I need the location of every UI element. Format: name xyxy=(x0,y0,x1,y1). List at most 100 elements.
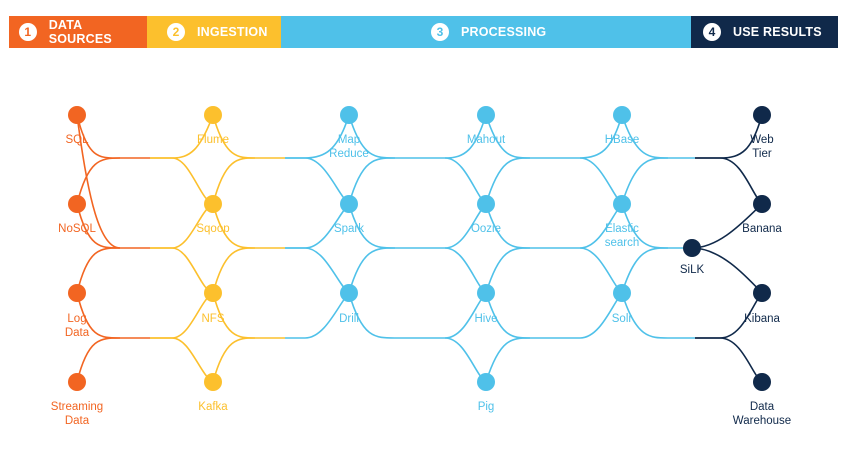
wire-ab-4 xyxy=(348,203,487,249)
wire-ab-7 xyxy=(348,292,487,339)
wire-stream-up xyxy=(76,337,121,383)
label-solr: Solr xyxy=(612,313,633,325)
phase-use-results: 4 USE RESULTS xyxy=(691,16,838,48)
node-map-reduce xyxy=(340,106,358,124)
label-kafka: Kafka xyxy=(198,401,228,413)
phase-number-3: 3 xyxy=(431,23,449,41)
node-layer: SQL NoSQL Log Data Streaming Data Flume … xyxy=(51,106,791,427)
node-pig xyxy=(477,373,495,391)
phase-number-4: 4 xyxy=(703,23,721,41)
label-kibana: Kibana xyxy=(744,313,780,325)
label-log-data-1: Log xyxy=(67,313,86,325)
label-elastic-search-1: Elastic xyxy=(605,223,639,235)
wire-bc-6 xyxy=(579,247,623,294)
node-elastic-search xyxy=(613,195,631,213)
phase-number-1: 1 xyxy=(19,23,37,41)
label-oozie: Oozie xyxy=(471,223,501,235)
wire-in-sqoop xyxy=(150,247,214,294)
wire-log-up xyxy=(76,247,121,294)
label-pig: Pig xyxy=(478,401,495,413)
label-drill: Drill xyxy=(339,313,359,325)
phase-label-ingestion: INGESTION xyxy=(197,25,268,39)
wire-bc-7 xyxy=(485,292,623,339)
node-kafka xyxy=(204,373,222,391)
label-map-reduce-1: Map xyxy=(338,134,360,146)
wire-ab-2 xyxy=(348,157,396,205)
wire-nfs-out-up xyxy=(212,247,256,294)
wire-bc-4 xyxy=(485,203,623,249)
phase-number-2: 2 xyxy=(167,23,185,41)
wire-res-6 xyxy=(695,337,763,383)
label-nosql: NoSQL xyxy=(58,223,96,235)
wire-a-in-4 xyxy=(285,247,350,294)
label-web-tier-1: Web xyxy=(750,134,773,146)
label-nfs: NFS xyxy=(202,313,225,325)
wire-cd-2 xyxy=(621,157,669,205)
wire-bc-3 xyxy=(579,157,623,205)
node-kibana xyxy=(753,284,771,302)
label-hive: Hive xyxy=(474,313,497,325)
phase-label-use-results: USE RESULTS xyxy=(733,25,822,39)
wire-cd-5 xyxy=(621,292,695,339)
connection-wires xyxy=(76,114,763,383)
label-silk: SiLK xyxy=(680,264,705,276)
node-hbase xyxy=(613,106,631,124)
wire-bc-1 xyxy=(485,114,623,159)
label-log-data-2: Data xyxy=(65,327,90,339)
phase-banner: 1 DATA SOURCES 2 INGESTION 3 PROCESSING … xyxy=(9,16,838,48)
node-flume xyxy=(204,106,222,124)
phase-data-sources: 1 DATA SOURCES xyxy=(9,16,147,48)
node-drill xyxy=(340,284,358,302)
node-nosql xyxy=(68,195,86,213)
phase-label-data-sources: DATA SOURCES xyxy=(48,18,112,46)
wire-bc-5 xyxy=(485,247,531,294)
node-log-data xyxy=(68,284,86,302)
label-data-warehouse-2: Warehouse xyxy=(733,415,791,427)
wire-flume-down xyxy=(150,157,214,205)
wire-ab-6 xyxy=(444,247,487,294)
node-streaming-data xyxy=(68,373,86,391)
label-streaming-data-2: Data xyxy=(65,415,90,427)
wire-ab-1 xyxy=(348,114,487,159)
node-hive xyxy=(477,284,495,302)
label-flume: Flume xyxy=(197,134,229,146)
label-elastic-search-2: search xyxy=(605,237,640,249)
phase-processing: 3 PROCESSING xyxy=(281,16,691,48)
label-mahout: Mahout xyxy=(467,134,506,146)
node-sql xyxy=(68,106,86,124)
wire-res-2 xyxy=(695,157,763,205)
wire-bc-2 xyxy=(485,157,531,205)
phase-label-processing: PROCESSING xyxy=(461,25,547,39)
node-spark xyxy=(340,195,358,213)
wire-nosql-up xyxy=(76,157,121,205)
wire-in-kafka xyxy=(150,337,214,383)
node-solr xyxy=(613,284,631,302)
label-web-tier-2: Tier xyxy=(752,148,772,160)
node-data-warehouse xyxy=(753,373,771,391)
label-banana: Banana xyxy=(742,223,782,235)
label-sql: SQL xyxy=(65,134,89,146)
phase-ingestion: 2 INGESTION xyxy=(147,16,281,48)
wire-cd-4 xyxy=(621,247,669,294)
label-hbase: HBase xyxy=(605,134,640,146)
wire-ab-5 xyxy=(348,247,396,294)
node-banana xyxy=(753,195,771,213)
label-spark: Spark xyxy=(334,223,364,235)
node-web-tier xyxy=(753,106,771,124)
node-oozie xyxy=(477,195,495,213)
label-sqoop: Sqoop xyxy=(196,223,229,235)
label-streaming-data-1: Streaming xyxy=(51,401,103,413)
wire-ab-8 xyxy=(444,337,487,383)
node-sqoop xyxy=(204,195,222,213)
wire-sqoop-out-up xyxy=(212,157,256,205)
node-mahout xyxy=(477,106,495,124)
label-data-warehouse-1: Data xyxy=(750,401,775,413)
label-map-reduce-2: Reduce xyxy=(329,148,369,160)
node-nfs xyxy=(204,284,222,302)
wire-a-in-2 xyxy=(285,157,350,205)
wire-ab-3 xyxy=(444,157,487,205)
node-silk xyxy=(683,239,701,257)
wire-kafka-out xyxy=(212,337,256,383)
wire-bc-8 xyxy=(485,337,531,383)
